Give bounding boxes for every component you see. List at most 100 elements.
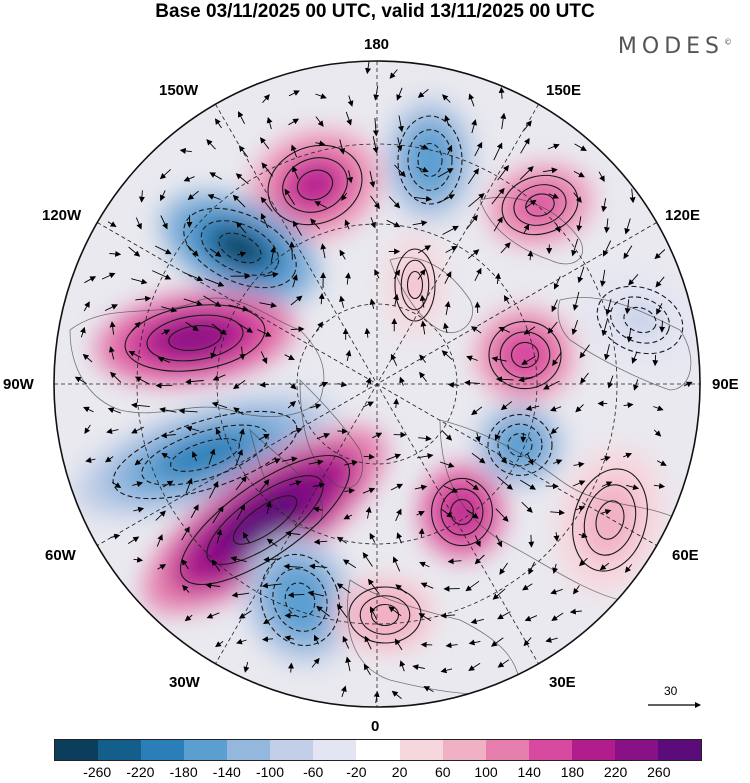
wind-arrow: [206, 139, 216, 150]
wind-arrow: [340, 685, 347, 698]
lon-label-30e: 30E: [549, 674, 576, 691]
wind-arrow: [265, 501, 272, 514]
wind-arrow: [191, 451, 198, 462]
colorbar-swatch: [657, 740, 701, 760]
contour-trough-70e: [507, 433, 533, 457]
wind-arrow: [157, 564, 167, 570]
wind-arrow: [528, 534, 535, 548]
wind-arrow: [604, 344, 610, 361]
wind-arrow: [262, 94, 270, 103]
wind-arrow: [416, 510, 425, 517]
lon-label-90e: 90E: [712, 376, 739, 393]
contour-trough-180: [407, 129, 453, 191]
wind-arrow: [423, 686, 434, 692]
wind-arrow: [285, 530, 301, 537]
wind-arrow: [442, 225, 459, 235]
wind-arrow: [417, 268, 426, 280]
wind-arrow: [601, 198, 608, 213]
wind-arrow: [259, 302, 277, 308]
wind-arrow: [623, 452, 633, 459]
contour-ridge-55w: [232, 495, 298, 545]
wind-arrow: [369, 606, 378, 621]
wind-arrow: [207, 194, 221, 200]
map-border: [53, 60, 701, 708]
wind-arrow: [551, 299, 558, 313]
wind-arrow: [156, 534, 163, 547]
wind-arrow: [345, 349, 352, 362]
brand-logo: MODES©: [618, 34, 732, 59]
wind-arrow: [183, 176, 195, 182]
wind-arrow: [284, 635, 295, 642]
colorbar-swatch: [442, 740, 486, 760]
colorbar-tick-label: -180: [169, 764, 198, 780]
contour-ridge-60e: [572, 468, 648, 572]
wind-arrow: [135, 295, 152, 302]
wind-arrow: [265, 458, 281, 467]
wind-arrow: [239, 428, 245, 442]
anomaly-ridge-0: [367, 601, 403, 629]
colorbar-tick-label: 220: [603, 764, 628, 780]
wind-arrow: [569, 608, 582, 615]
wind-arrow: [211, 401, 228, 409]
wind-arrow: [552, 351, 562, 367]
wind-arrow: [464, 379, 481, 386]
wind-arrow: [547, 321, 558, 334]
lon-label-90w: 90W: [3, 376, 34, 393]
wind-arrow: [550, 426, 559, 435]
wind-arrow: [345, 656, 352, 672]
contour-ridge-30e: [440, 488, 484, 536]
wind-arrow: [521, 501, 533, 513]
wind-arrow: [465, 580, 480, 592]
brand-mark: ©: [724, 37, 732, 47]
wind-arrow: [419, 294, 426, 308]
wind-arrow: [138, 190, 145, 203]
wind-arrow: [466, 509, 479, 519]
wind-arrow: [260, 212, 269, 229]
wind-arrow: [398, 115, 404, 133]
colorbar-swatch: [614, 740, 658, 760]
wind-arrow: [365, 377, 372, 388]
wind-arrow: [367, 578, 380, 595]
wind-arrow: [493, 216, 503, 232]
wind-arrow: [231, 591, 250, 598]
anomaly-ridge-100w: [160, 321, 230, 355]
wind-arrow: [292, 220, 302, 236]
wind-arrow: [372, 117, 379, 137]
map-title: Base 03/11/2025 00 UTC, valid 13/11/2025…: [155, 1, 595, 22]
wind-arrow: [211, 559, 221, 572]
wind-arrow: [266, 538, 278, 547]
wind-arrow: [503, 295, 510, 305]
wind-arrow: [344, 487, 355, 494]
wind-arrow: [495, 508, 509, 522]
wind-arrow: [656, 303, 663, 315]
wind-arrow: [320, 243, 327, 259]
wind-arrow: [547, 143, 560, 150]
wind-arrow: [373, 86, 380, 101]
wind-arrow: [287, 591, 305, 598]
wind-arrow: [134, 376, 151, 385]
wind-arrow: [572, 291, 580, 311]
wind-arrow: [497, 611, 511, 620]
wind-arrow: [629, 188, 636, 204]
wind-arrow: [390, 483, 404, 491]
wind-arrow: [626, 328, 633, 343]
wind-arrow: [209, 172, 223, 180]
wind-arrow: [490, 637, 504, 647]
wind-arrow: [209, 248, 222, 257]
graticule: [54, 61, 700, 707]
wind-arrow: [468, 639, 481, 646]
coastlines: [69, 197, 692, 695]
wind-arrow: [520, 137, 530, 154]
wind-arrow: [419, 354, 427, 363]
wind-arrow: [607, 375, 614, 389]
lon-label-150w: 150W: [159, 82, 199, 99]
wind-arrow: [393, 398, 400, 409]
wind-arrow: [420, 582, 434, 589]
contour-trough-120w: [183, 207, 297, 289]
wind-arrow: [236, 221, 247, 234]
contour-trough-60e-outer: [610, 296, 670, 344]
wind-arrow: [623, 402, 634, 409]
contour-ridge-30e: [431, 477, 493, 547]
colorbar-tick-label: 260: [647, 764, 671, 780]
wind-arrow: [657, 460, 667, 466]
